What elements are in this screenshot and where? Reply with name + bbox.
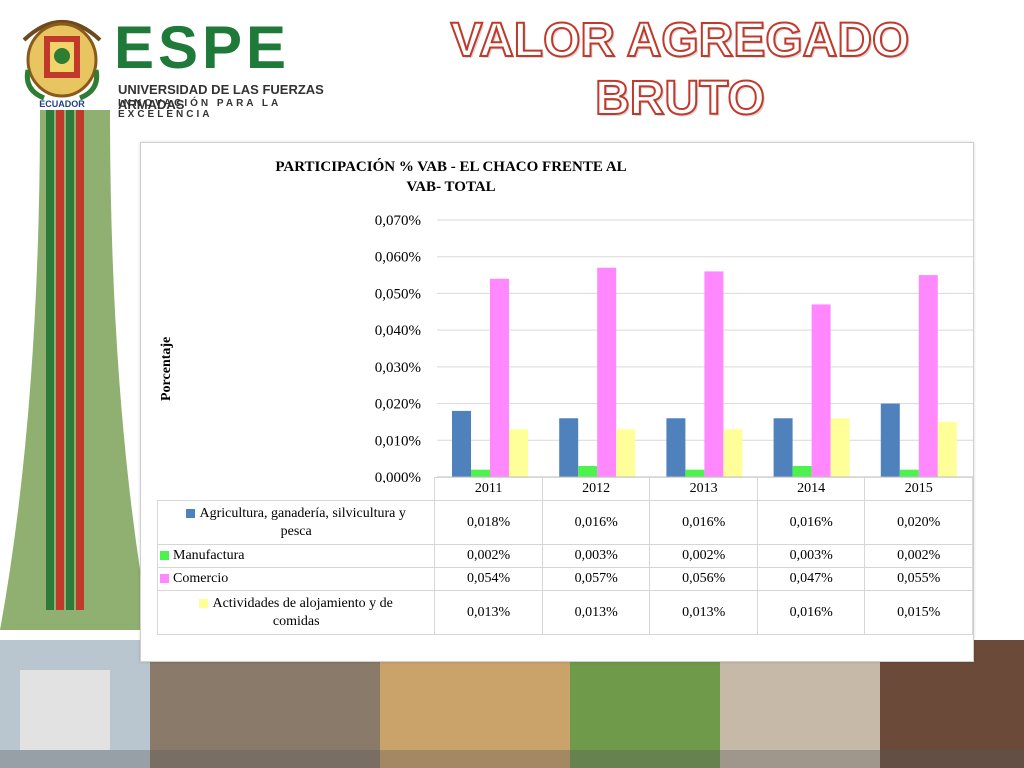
y-tick-label: 0,040% <box>375 323 421 339</box>
bar <box>792 465 812 477</box>
data-label: 0,002% <box>649 544 758 568</box>
legend-swatch <box>160 574 169 584</box>
data-table-year: 2012 <box>541 477 651 501</box>
legend-label: comidas <box>272 613 320 629</box>
y-tick-label: 0,000% <box>375 470 421 483</box>
legend-label: Comercio <box>173 571 229 586</box>
data-label: 0,057% <box>541 567 651 591</box>
chart-data-table: 2011 2012 2013 2014 2015 Agricultura, ga… <box>156 477 973 635</box>
y-tick-label: 0,070% <box>375 213 421 229</box>
data-label: 0,054% <box>434 567 543 591</box>
data-label: 0,018% <box>434 500 543 545</box>
crest-label: ECUADOR <box>39 99 85 109</box>
bar <box>830 418 850 477</box>
data-label: 0,047% <box>756 567 866 591</box>
legend-entry-comercio: Comercio <box>156 567 436 591</box>
data-label: 0,016% <box>756 500 866 545</box>
data-label: 0,002% <box>864 544 973 568</box>
bar <box>685 469 705 477</box>
data-table-row: Actividades de alojamiento y de comidas 0… <box>156 590 973 635</box>
legend-entry-agricultura: Agricultura, ganadería, silvicultura y pe… <box>156 500 436 545</box>
legend-swatch <box>199 598 209 608</box>
bar <box>509 429 528 477</box>
logo-word: ESPE <box>114 14 291 81</box>
y-tick-label: 0,020% <box>375 397 421 413</box>
chart-title-line-1: PARTICIPACIÓN % VAB - EL CHACO FRENTE AL <box>275 159 627 175</box>
data-label: 0,013% <box>541 590 651 635</box>
data-label: 0,003% <box>541 544 651 568</box>
data-table-year: 2015 <box>864 477 973 501</box>
data-label: 0,016% <box>541 500 651 545</box>
data-table-year: 2013 <box>649 477 758 501</box>
bar <box>811 304 831 477</box>
chart-plot: 0,000% 0,010% 0,020% 0,030% 0,040% 0,050% 0,06… <box>375 213 973 483</box>
legend-label: pesca <box>280 523 312 539</box>
bar <box>918 275 938 477</box>
espe-logo: ECUADOR ESPE UNIVERSIDAD DE LAS FUERZAS … <box>0 0 380 120</box>
data-label: 0,055% <box>864 567 973 591</box>
bar <box>578 465 598 477</box>
data-table-row: Comercio 0,054% 0,057% 0,056% 0,047% 0,0… <box>156 567 973 591</box>
data-label: 0,056% <box>649 567 758 591</box>
data-table-header-row: 2011 2012 2013 2014 2015 <box>158 477 973 501</box>
legend-label: Manufactura <box>173 548 245 563</box>
bar <box>559 418 579 477</box>
coat-of-arms-icon: ECUADOR <box>22 20 102 109</box>
data-label: 0,013% <box>434 590 543 635</box>
slide-title: VALOR AGREGADO BRUTO <box>450 13 911 126</box>
bar <box>490 278 509 477</box>
data-table-year: 2014 <box>756 477 866 501</box>
y-tick-label: 0,060% <box>375 250 421 266</box>
chart-title-line-2: VAB- TOTAL <box>406 179 496 195</box>
legend-swatch <box>186 508 196 518</box>
data-label: 0,013% <box>649 590 758 635</box>
legend-entry-manufactura: Manufactura <box>156 544 436 568</box>
vab-participation-chart: PARTICIPACIÓN % VAB - EL CHACO FRENTE AL… <box>140 142 974 662</box>
bar <box>597 267 617 477</box>
data-label: 0,016% <box>649 500 758 545</box>
bar <box>471 469 490 477</box>
bar <box>723 429 743 477</box>
logo-motto: INNOVACIÓN PARA LA EXCELENCIA <box>118 98 281 120</box>
legend-label: Agricultura, ganadería, silvicultura y <box>199 505 406 521</box>
decorative-tower-graphic <box>0 110 150 630</box>
bar <box>880 403 900 477</box>
data-table-row: Manufactura 0,002% 0,003% 0,002% 0,003% … <box>156 544 973 568</box>
y-tick-label: 0,050% <box>375 286 421 302</box>
chart-title: PARTICIPACIÓN % VAB - EL CHACO FRENTE AL… <box>231 157 671 197</box>
data-label: 0,015% <box>864 590 973 635</box>
legend-label: Actividades de alojamiento y de <box>212 595 393 611</box>
legend-entry-alojamiento: Actividades de alojamiento y de comidas <box>156 590 436 635</box>
data-table-year: 2011 <box>434 477 543 501</box>
data-table-corner <box>158 478 435 501</box>
legend-swatch <box>160 551 169 561</box>
y-tick-label: 0,030% <box>375 360 421 376</box>
data-table-row: Agricultura, ganadería, silvicultura y pe… <box>156 500 973 545</box>
data-label: 0,002% <box>434 544 543 568</box>
bar <box>937 421 957 477</box>
bar <box>616 429 636 477</box>
bar <box>773 418 793 477</box>
data-label: 0,020% <box>864 500 973 545</box>
bar <box>666 418 686 477</box>
bar <box>452 410 471 477</box>
y-tick-label: 0,010% <box>375 433 421 449</box>
bar <box>704 271 724 477</box>
bar <box>899 469 919 477</box>
data-label: 0,003% <box>756 544 866 568</box>
data-label: 0,016% <box>756 590 866 635</box>
logo-subtitle: UNIVERSIDAD DE LAS FUERZAS ARMADAS <box>118 82 324 112</box>
